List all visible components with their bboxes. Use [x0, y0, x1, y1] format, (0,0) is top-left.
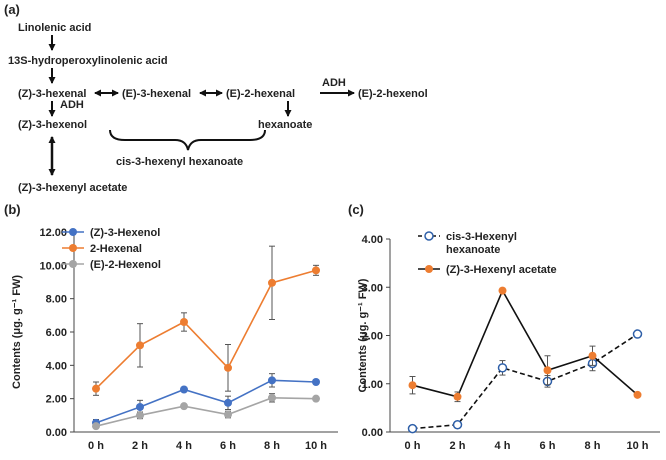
y-axis-title: Contents (μg. g⁻¹ FW): [357, 278, 369, 392]
node-13s-hydroperoxylinolenic-acid: 13S-hydroperoxylinolenic acid: [8, 55, 168, 67]
y-tick-label: 4.00: [46, 360, 67, 372]
x-tick-label: 2 h: [450, 440, 466, 452]
series-2-hexenal: [92, 245, 320, 396]
data-point: [632, 329, 643, 339]
data-point: [498, 286, 507, 295]
legend-marker: [69, 260, 77, 268]
enzyme-adh-right: ADH: [322, 77, 346, 89]
data-point: [312, 394, 320, 403]
panel-label-c: (c): [348, 202, 364, 217]
pathway-diagram: (a) Linolenic acid 13S-hydroperoxylinole…: [4, 2, 428, 194]
x-tick-label: 10 h: [305, 440, 327, 452]
series--e-2-hexenol: [92, 393, 320, 431]
series-line: [95, 379, 317, 424]
data-point: [224, 363, 232, 372]
y-tick-label: 1.00: [362, 379, 383, 391]
y-tick-label: 2.00: [46, 394, 67, 406]
y-tick-label: 12.00: [39, 227, 67, 239]
node-z3-hexenyl-acetate: (Z)-3-hexenyl acetate: [18, 182, 127, 194]
y-tick-label: 8.00: [46, 294, 67, 306]
panel-label-a: (a): [4, 2, 20, 17]
node-linolenic-acid: Linolenic acid: [18, 22, 91, 34]
legend: (Z)-3-Hexenol 2-Hexenal (E)-2-Hexenol: [62, 227, 161, 271]
data-point: [312, 266, 320, 275]
legend-label: (Z)-3-Hexenyl acetate: [446, 264, 557, 276]
x-tick-label: 0 h: [88, 440, 104, 452]
data-point: [268, 393, 276, 402]
series--z-3-hexenyl-acetate: [408, 286, 642, 403]
node-z3-hexenal: (Z)-3-hexenal: [18, 88, 86, 100]
bracket-ester-formation: [109, 129, 266, 151]
data-point: [408, 381, 417, 390]
data-point: [136, 411, 144, 420]
y-tick-label: 0.00: [362, 427, 383, 439]
legend-marker: [69, 244, 77, 252]
y-tick-label: 10.00: [39, 260, 67, 272]
legend-marker: [425, 265, 433, 273]
panel-label-b: (b): [4, 202, 21, 217]
data-point: [224, 410, 232, 419]
x-tick-label: 0 h: [405, 440, 421, 452]
legend-label: 2-Hexenal: [90, 243, 142, 255]
node-e2-hexenol: (E)-2-hexenol: [358, 88, 428, 100]
chart-c: 0.00 1.00 2.00 3.00 4.00 0 h 2 h 4 h 6 h 8 h 10 h C…: [357, 231, 660, 452]
y-tick-label: 6.00: [46, 327, 67, 339]
data-point: [180, 385, 188, 394]
series-line: [412, 333, 638, 430]
data-point: [633, 390, 642, 399]
legend-label: cis-3-Hexenyl: [446, 231, 517, 243]
x-tick-label: 6 h: [220, 440, 236, 452]
x-tick-label: 4 h: [495, 440, 511, 452]
chart-b: 0.00 2.00 4.00 6.00 8.00 10.00 12.00 0 h 2 h 4 h 6…: [11, 227, 338, 452]
data-point: [92, 422, 100, 431]
node-cis-3-hexenyl-hexanoate: cis-3-hexenyl hexanoate: [116, 156, 243, 168]
x-tick-label: 10 h: [626, 440, 648, 452]
node-e2-hexenal: (E)-2-hexenal: [226, 88, 295, 100]
x-tick-label: 6 h: [540, 440, 556, 452]
data-point: [497, 363, 508, 373]
data-point: [180, 318, 188, 326]
y-tick-label: 3.00: [362, 282, 383, 294]
data-point: [268, 278, 276, 287]
x-tick-label: 2 h: [132, 440, 148, 452]
legend-label: (Z)-3-Hexenol: [90, 227, 160, 239]
x-tick-label: 8 h: [264, 440, 280, 452]
data-point: [180, 402, 188, 411]
y-tick-label: 2.00: [362, 331, 383, 343]
data-point: [268, 376, 276, 385]
series-line: [95, 397, 317, 427]
enzyme-adh-left: ADH: [60, 99, 84, 111]
x-tick-label: 4 h: [176, 440, 192, 452]
data-point: [136, 403, 144, 411]
legend-label: hexanoate: [446, 244, 500, 256]
x-tick-label: 8 h: [585, 440, 601, 452]
data-point: [543, 366, 552, 375]
node-e3-hexenal: (E)-3-hexenal: [122, 88, 191, 100]
legend-marker: [69, 228, 77, 236]
legend-marker: [424, 231, 434, 241]
y-tick-label: 4.00: [362, 234, 383, 246]
data-point: [453, 392, 462, 401]
data-point: [588, 351, 597, 360]
data-point: [452, 420, 463, 430]
data-point: [407, 423, 418, 434]
y-tick-label: 0.00: [46, 427, 67, 439]
data-point: [136, 341, 144, 350]
y-axis-title: Contents (μg. g⁻¹ FW): [11, 275, 23, 389]
series-line: [412, 288, 639, 398]
node-z3-hexenol: (Z)-3-hexenol: [18, 119, 87, 131]
series-cis-3-hexenyl-hexanoate: [407, 329, 643, 434]
data-point: [312, 378, 320, 386]
data-point: [224, 398, 232, 407]
legend-label: (E)-2-Hexenol: [90, 259, 161, 271]
node-hexanoate: hexanoate: [258, 119, 312, 131]
series-line: [95, 269, 317, 390]
data-point: [92, 384, 100, 393]
